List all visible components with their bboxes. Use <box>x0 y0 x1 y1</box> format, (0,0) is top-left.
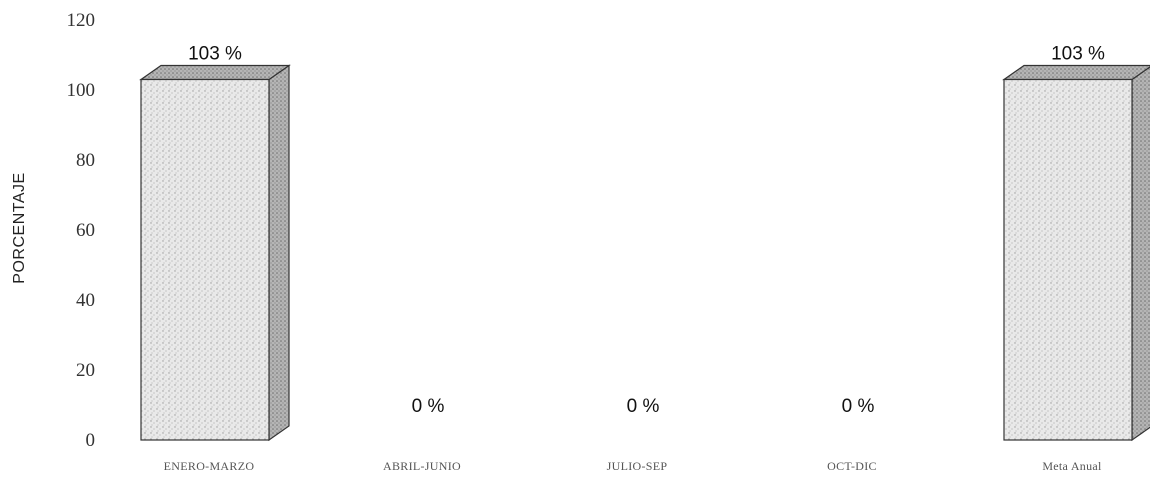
y-axis-ticks: 0 20 40 60 80 100 120 <box>67 10 96 451</box>
bar <box>1002 64 1150 442</box>
category-label: JULIO-SEP <box>607 459 668 473</box>
data-label: 0 % <box>627 396 660 417</box>
data-label: 0 % <box>412 396 445 417</box>
y-tick-label: 60 <box>76 220 95 241</box>
category-label: Meta Anual <box>1042 459 1102 473</box>
data-label: 103 % <box>1051 44 1105 65</box>
data-label: 103 % <box>188 44 242 65</box>
y-tick-label: 0 <box>86 430 96 451</box>
y-tick-label: 40 <box>76 290 95 311</box>
bars <box>139 64 1150 442</box>
y-tick-label: 100 <box>67 80 96 101</box>
y-axis-label: PORCENTAJE <box>11 172 28 283</box>
category-labels: ENERO-MARZO ABRIL-JUNIO JULIO-SEP OCT-DIC Me… <box>164 459 1102 473</box>
y-tick-label: 20 <box>76 360 95 381</box>
data-label: 0 % <box>842 396 875 417</box>
category-label: ABRIL-JUNIO <box>383 459 461 473</box>
y-tick-label: 80 <box>76 150 95 171</box>
bar <box>139 64 291 442</box>
data-labels: 103 % 0 % 0 % 0 % 103 % <box>188 44 1105 418</box>
category-label: OCT-DIC <box>827 459 877 473</box>
category-label: ENERO-MARZO <box>164 459 255 473</box>
y-tick-label: 120 <box>67 10 96 31</box>
